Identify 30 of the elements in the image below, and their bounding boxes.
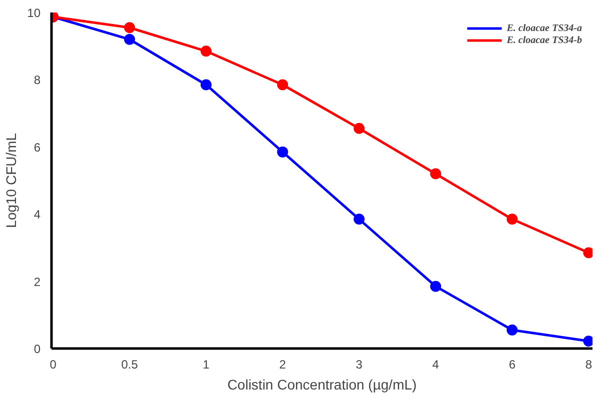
y-tick-label: 2 [34, 274, 41, 289]
point [430, 168, 442, 180]
point [430, 280, 442, 292]
x-tick-label: 3 [356, 358, 363, 372]
point [200, 46, 212, 57]
x-tick-label: 8 [585, 358, 592, 372]
legend-label: E. cloacae TS34-a [506, 22, 582, 34]
point [354, 214, 365, 225]
point [506, 324, 518, 336]
x-tick-label: 4 [432, 358, 440, 372]
point [200, 79, 212, 90]
x-axis-title: Colistin Concentration (µg/mL) [227, 376, 417, 392]
legend-label: E. cloacae TS34-b [506, 34, 582, 46]
y-tick-label: 8 [34, 73, 41, 88]
point [124, 22, 136, 34]
x-tick-label: 6 [508, 358, 516, 372]
point [277, 146, 288, 158]
y-tick-label: 4 [34, 208, 41, 222]
point [124, 34, 136, 45]
point [277, 79, 288, 90]
point [506, 214, 518, 225]
y-tick-label: 0 [34, 342, 41, 356]
y-tick-label: 10 [27, 6, 41, 20]
x-tick-label: 0 [50, 358, 57, 372]
y-tick-label: 6 [34, 140, 41, 154]
point [354, 122, 365, 134]
x-tick-label: 2 [279, 358, 286, 372]
x-tick-label: 1 [202, 358, 210, 372]
x-tick-label: 0.5 [121, 358, 138, 372]
y-axis-title: Log10 CFU/mL [3, 132, 20, 228]
